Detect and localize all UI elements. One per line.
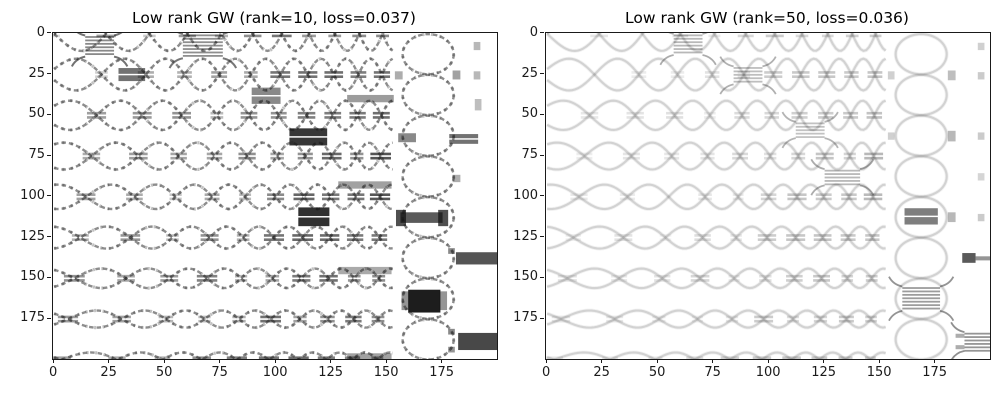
y-tick-label: 50: [28, 106, 45, 122]
x-tick-label: 0: [541, 365, 551, 380]
x-tick-mark: [601, 359, 603, 363]
y-tick-mark: [540, 236, 544, 238]
y-tick-label: 150: [20, 269, 45, 285]
x-tick-mark: [52, 359, 54, 363]
x-tick-mark: [330, 359, 332, 363]
y-tick-label: 50: [521, 106, 538, 122]
x-tick-mark: [163, 359, 165, 363]
x-tick-label: 0: [48, 365, 58, 380]
axes-frame: [52, 32, 498, 360]
y-tick-label: 175: [513, 310, 538, 326]
x-tick-mark: [712, 359, 714, 363]
x-tick-mark: [656, 359, 658, 363]
heatmap-image: [546, 33, 990, 359]
x-tick-label: 50: [648, 365, 666, 380]
x-tick-mark: [108, 359, 110, 363]
y-tick-mark: [540, 73, 544, 75]
y-tick-label: 125: [513, 228, 538, 244]
y-tick-mark: [540, 276, 544, 278]
y-tick-label: 25: [28, 65, 45, 81]
x-tick-mark: [219, 359, 221, 363]
y-tick-label: 75: [521, 147, 538, 163]
y-tick-label: 175: [20, 310, 45, 326]
x-tick-mark: [823, 359, 825, 363]
y-tick-mark: [47, 32, 51, 34]
y-tick-label: 150: [513, 269, 538, 285]
x-tick-mark: [385, 359, 387, 363]
x-tick-label: 125: [318, 365, 344, 380]
y-tick-mark: [540, 317, 544, 319]
x-tick-label: 25: [593, 365, 610, 380]
x-tick-label: 150: [866, 365, 892, 380]
x-tick-mark: [441, 359, 443, 363]
y-tick-mark: [540, 113, 544, 115]
x-tick-label: 25: [100, 365, 117, 380]
y-tick-mark: [47, 236, 51, 238]
x-tick-label: 50: [155, 365, 173, 380]
y-tick-mark: [47, 73, 51, 75]
y-tick-mark: [47, 317, 51, 319]
y-tick-label: 100: [20, 187, 45, 203]
plot-title: Low rank GW (rank=10, loss=0.037): [132, 9, 416, 27]
y-tick-mark: [540, 154, 544, 156]
x-tick-label: 75: [704, 365, 721, 380]
y-tick-mark: [47, 154, 51, 156]
y-tick-label: 125: [20, 228, 45, 244]
y-tick-label: 25: [521, 65, 538, 81]
y-tick-label: 75: [28, 147, 45, 163]
x-tick-label: 100: [262, 365, 288, 380]
y-tick-mark: [47, 276, 51, 278]
x-tick-label: 75: [211, 365, 228, 380]
x-tick-label: 100: [755, 365, 781, 380]
x-tick-mark: [545, 359, 547, 363]
y-tick-mark: [47, 113, 51, 115]
y-tick-mark: [47, 195, 51, 197]
plot-title: Low rank GW (rank=50, loss=0.036): [625, 9, 909, 27]
x-tick-mark: [878, 359, 880, 363]
y-tick-mark: [540, 195, 544, 197]
x-tick-mark: [274, 359, 276, 363]
x-tick-label: 175: [922, 365, 948, 380]
heatmap-image: [53, 33, 497, 359]
y-tick-label: 0: [36, 24, 45, 40]
axes-frame: [545, 32, 991, 360]
y-tick-mark: [540, 32, 544, 34]
x-tick-label: 125: [811, 365, 837, 380]
x-tick-label: 175: [429, 365, 455, 380]
y-tick-label: 100: [513, 187, 538, 203]
x-tick-label: 150: [373, 365, 399, 380]
x-tick-mark: [767, 359, 769, 363]
y-tick-label: 0: [529, 24, 538, 40]
x-tick-mark: [934, 359, 936, 363]
